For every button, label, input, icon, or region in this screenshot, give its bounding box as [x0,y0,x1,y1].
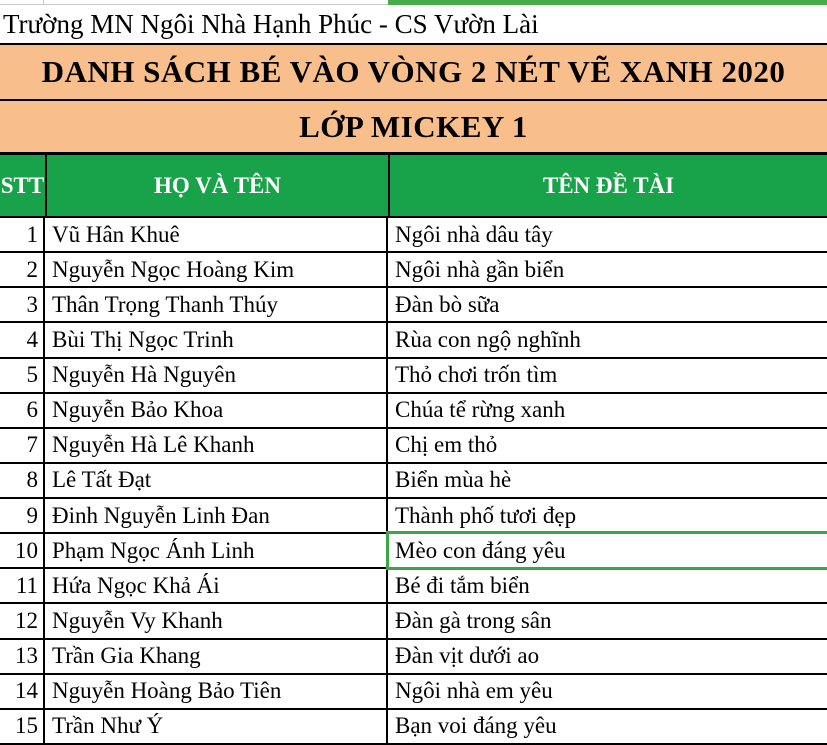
cell-stt[interactable]: 10 [0,534,45,568]
table-row: 5 Nguyễn Hà Nguyên Thỏ chơi trốn tìm [0,358,827,394]
cell-topic[interactable]: Thỏ chơi trốn tìm [395,362,558,388]
header-topic[interactable]: TÊN ĐỀ TÀI [388,155,827,216]
table-row: 4 Bùi Thị Ngọc Trinh Rùa con ngộ nghĩnh [0,323,827,359]
table-row: 12 Nguyễn Vy Khanh Đàn gà trong sân [0,604,827,640]
cell-name[interactable]: Phạm Ngọc Ánh Linh [45,534,388,568]
list-title: DANH SÁCH BÉ VÀO VÒNG 2 NÉT VẼ XANH 2020 [41,54,786,89]
cell-stt[interactable]: 5 [0,358,45,392]
cell-name[interactable]: Nguyễn Hoàng Bảo Tiên [45,674,388,708]
cell-name[interactable]: Bùi Thị Ngọc Trinh [45,323,388,357]
cell-stt[interactable]: 11 [0,569,45,603]
cell-stt[interactable]: 12 [0,604,45,638]
cell-stt[interactable]: 1 [0,218,45,252]
partial-row-above [0,0,827,5]
table-row: 15 Trần Như Ý Bạn voi đáng yêu [0,709,827,745]
cell-topic[interactable]: Đàn vịt dưới ao [395,643,540,669]
cell-stt[interactable]: 6 [0,393,45,427]
table-header: STT HỌ VÀ TÊN TÊN ĐỀ TÀI [0,155,827,218]
cell-topic[interactable]: Ngôi nhà gần biển [395,256,565,282]
cell-name[interactable]: Vũ Hân Khuê [45,218,388,252]
table-row: 9 Đinh Nguyễn Linh Đan Thành phố tươi đẹ… [0,499,827,535]
cell-stt[interactable]: 7 [0,428,45,462]
table-row: 8 Lê Tất Đạt Biển mùa hè [0,463,827,500]
cell-stt[interactable]: 9 [0,499,45,533]
cell-topic[interactable]: Đàn gà trong sân [395,608,552,634]
cell-topic[interactable]: Bạn voi đáng yêu [395,713,557,739]
school-name: Trường MN Ngôi Nhà Hạnh Phúc - CS Vườn L… [3,8,539,39]
class-name: LỚP MICKEY 1 [299,108,528,144]
school-name-row[interactable]: Trường MN Ngôi Nhà Hạnh Phúc - CS Vườn L… [0,5,827,45]
cell-stt[interactable]: 15 [0,709,45,743]
table-row: 10 Phạm Ngọc Ánh Linh Mèo con đáng yêu [0,531,827,571]
table-row: 1 Vũ Hân Khuê Ngôi nhà dâu tây [0,218,827,254]
cell-stt[interactable]: 4 [0,323,45,357]
cell-topic[interactable]: Bé đi tắm biển [395,572,530,598]
header-name[interactable]: HỌ VÀ TÊN [45,155,388,216]
class-name-banner[interactable]: LỚP MICKEY 1 [0,101,827,155]
cell-stt[interactable]: 8 [0,463,45,498]
cell-name[interactable]: Đinh Nguyễn Linh Đan [45,499,388,533]
table-row: 2 Nguyễn Ngọc Hoàng Kim Ngôi nhà gần biể… [0,253,827,289]
cell-name[interactable]: Nguyễn Vy Khanh [45,604,388,638]
table-body: 1 Vũ Hân Khuê Ngôi nhà dâu tây 2 Nguyễn … [0,218,827,745]
cell-name[interactable]: Thân Trọng Thanh Thúy [45,288,388,322]
gridline-tick [43,0,44,4]
cell-stt[interactable]: 13 [0,639,45,673]
table-row: 14 Nguyễn Hoàng Bảo Tiên Ngôi nhà em yêu [0,674,827,710]
header-stt[interactable]: STT [0,172,45,198]
cell-name[interactable]: Lê Tất Đạt [45,463,388,498]
table-row: 6 Nguyễn Bảo Khoa Chúa tể rừng xanh [0,393,827,429]
cell-topic[interactable]: Chị em thỏ [395,432,498,458]
cell-topic[interactable]: Ngôi nhà dâu tây [395,221,553,247]
cell-stt[interactable]: 14 [0,674,45,708]
cell-name[interactable]: Nguyễn Hà Nguyên [45,358,388,392]
table-row: 13 Trần Gia Khang Đàn vịt dưới ao [0,639,827,675]
cell-topic[interactable]: Ngôi nhà em yêu [395,678,553,704]
cell-topic[interactable]: Rùa con ngộ nghĩnh [395,326,581,352]
cell-name[interactable]: Trần Gia Khang [45,639,388,673]
cell-topic[interactable]: Thành phố tươi đẹp [395,502,577,528]
cell-name[interactable]: Hứa Ngọc Khả Ái [45,569,388,603]
cell-name[interactable]: Nguyễn Hà Lê Khanh [45,428,388,462]
cell-stt[interactable]: 3 [0,288,45,322]
cell-topic-selected[interactable]: Mèo con đáng yêu [386,531,827,571]
cell-topic[interactable]: Biển mùa hè [395,467,512,493]
table-row: 11 Hứa Ngọc Khả Ái Bé đi tắm biển [0,569,827,605]
cell-topic[interactable]: Đàn bò sữa [395,291,500,317]
cell-name[interactable]: Trần Như Ý [45,709,388,743]
table-row: 7 Nguyễn Hà Lê Khanh Chị em thỏ [0,428,827,464]
cell-topic[interactable]: Chúa tể rừng xanh [395,397,566,423]
cell-stt[interactable]: 2 [0,253,45,287]
table-row: 3 Thân Trọng Thanh Thúy Đàn bò sữa [0,288,827,324]
partial-green-cell [388,0,827,5]
cell-name[interactable]: Nguyễn Bảo Khoa [45,393,388,427]
list-title-banner[interactable]: DANH SÁCH BÉ VÀO VÒNG 2 NÉT VẼ XANH 2020 [0,45,827,101]
cell-name[interactable]: Nguyễn Ngọc Hoàng Kim [45,253,388,287]
